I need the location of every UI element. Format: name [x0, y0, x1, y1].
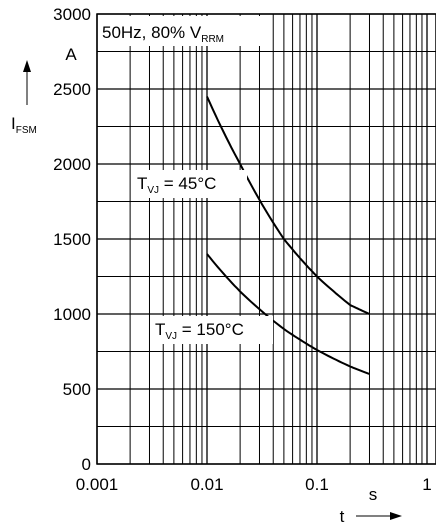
y-tick-label: 3000 — [53, 5, 91, 24]
annotation-main: 50Hz, 80% V — [102, 23, 202, 42]
curve-45c — [206, 96, 370, 315]
annotation-sub: RRM — [201, 34, 224, 45]
x-axis-label: t — [340, 507, 345, 526]
series-label-45c-sub: VJ — [147, 185, 159, 196]
x-tick-label: 0.01 — [190, 475, 223, 494]
annotation-text: 50Hz, 80% VRRM — [102, 23, 224, 45]
series-curves — [206, 96, 370, 375]
curve-150c — [206, 253, 370, 375]
y-tick-label: 1500 — [53, 230, 91, 249]
x-axis-arrow-head — [390, 512, 402, 520]
annotation-box — [99, 16, 267, 46]
y-tick-labels: 0 500 1000 1500 2000 2500 3000 — [53, 5, 91, 474]
y-axis-label-sub: FSM — [16, 125, 37, 136]
x-tick-label: 0.001 — [76, 475, 119, 494]
y-tick-label: 2000 — [53, 155, 91, 174]
y-axis-arrow-head — [23, 60, 31, 72]
y-axis-label-main: I — [11, 114, 16, 133]
x-tick-label: 1 — [422, 475, 431, 494]
x-tick-label: 0.1 — [305, 475, 329, 494]
major-grid — [96, 13, 436, 465]
series-label-45c-rest: = 45°C — [159, 174, 216, 193]
y-axis-label: IFSM — [11, 114, 37, 136]
series-label-150c-main: T — [155, 320, 165, 339]
series-label-150c-rest: = 150°C — [177, 320, 244, 339]
x-tick-labels: 0.001 0.01 0.1 1 — [76, 475, 432, 494]
series-label-150c-sub: VJ — [165, 331, 177, 342]
y-tick-label: 2500 — [53, 80, 91, 99]
x-unit-label: s — [369, 485, 378, 504]
y-tick-label: 1000 — [53, 305, 91, 324]
y-tick-label: 0 — [82, 455, 91, 474]
series-label-150c: TVJ = 150°C — [155, 320, 244, 342]
plot-frame — [96, 13, 436, 465]
series-label-box-150c — [153, 316, 273, 344]
series-label-45c-main: T — [137, 174, 147, 193]
series-label-box-45c — [135, 170, 247, 198]
y-unit-label: A — [65, 45, 77, 64]
series-label-45c: TVJ = 45°C — [137, 174, 216, 196]
y-tick-label: 500 — [63, 380, 91, 399]
